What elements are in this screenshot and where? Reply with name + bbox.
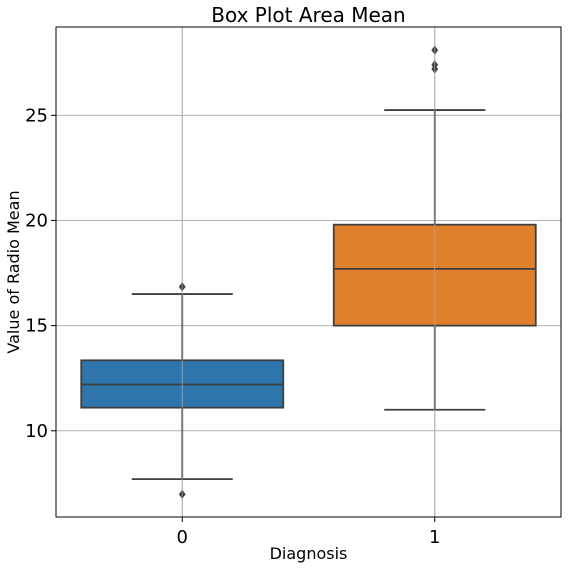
y-tick-label: 10: [25, 421, 48, 442]
y-tick-label: 15: [25, 316, 48, 337]
y-axis-label: Value of Radio Mean: [4, 190, 23, 353]
y-tick-label: 20: [25, 210, 48, 231]
plot-frame: [55, 26, 562, 518]
x-tick-label: 0: [177, 527, 188, 548]
chart-title: Box Plot Area Mean: [211, 3, 405, 27]
box-plots: [80, 27, 537, 517]
x-axis-label: Diagnosis: [270, 544, 348, 563]
y-tick-label: 25: [25, 105, 48, 126]
axis-ticks: 10 15 20 25 0 1: [25, 105, 440, 548]
x-tick-label: 1: [429, 527, 440, 548]
